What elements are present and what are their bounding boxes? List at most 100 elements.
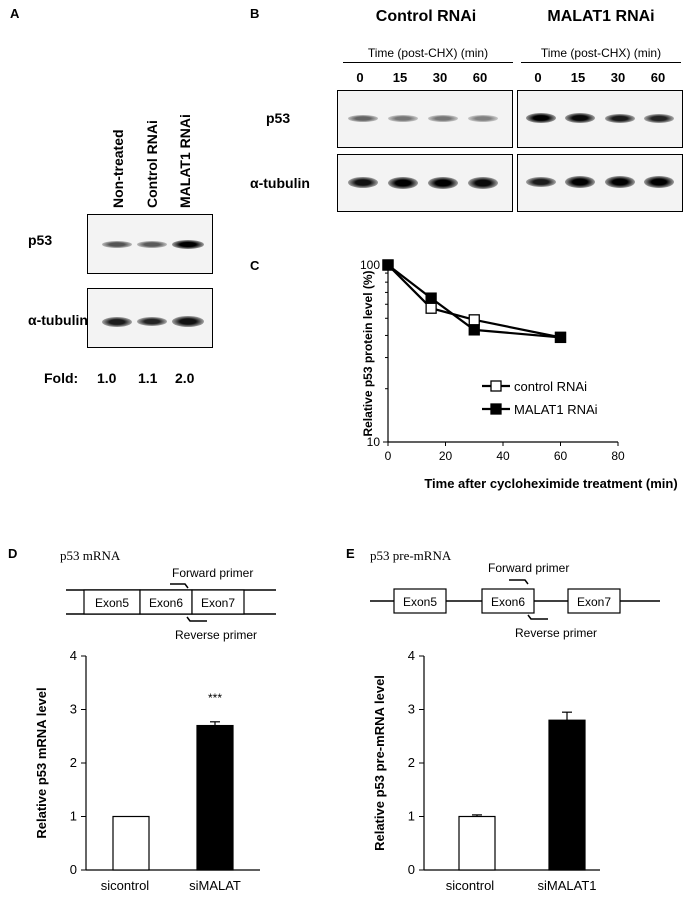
panel-label-a: A xyxy=(10,6,20,21)
group-title-control: Control RNAi xyxy=(375,8,477,25)
forward-primer-arrow xyxy=(170,583,189,589)
exon-box xyxy=(191,589,245,615)
legend-marker xyxy=(490,380,502,392)
blot-b-malat1-tubulin xyxy=(517,154,683,212)
band-b-control-p53 xyxy=(428,115,458,122)
y-tick-label: 100 xyxy=(360,258,380,272)
band-b-malat1-tubulin xyxy=(644,176,674,188)
time-underline-control xyxy=(343,62,513,63)
category-label: sicontrol xyxy=(101,878,150,893)
band-b-control-tubulin xyxy=(348,177,378,188)
y-axis-title: Relative p53 pre-mRNA level xyxy=(372,675,387,851)
band-b-control-p53 xyxy=(348,115,378,122)
forward-primer-arrow xyxy=(509,579,529,585)
blot-a-tubulin xyxy=(87,288,213,348)
y-tick-label: 3 xyxy=(408,702,415,717)
y-axis-title: Relative p53 mRNA level xyxy=(34,687,49,838)
time-tick: 0 xyxy=(356,70,364,85)
band-b-malat1-tubulin xyxy=(565,176,595,188)
fold-value: 2.0 xyxy=(175,370,195,386)
x-tick-label: 20 xyxy=(439,449,453,463)
x-axis-title: Time after cycloheximide treatment (min) xyxy=(424,476,677,491)
band-b-control-tubulin xyxy=(428,177,458,189)
exon-label: Exon7 xyxy=(201,596,235,610)
data-point xyxy=(468,324,480,336)
forward-primer-label: Forward primer xyxy=(488,561,569,575)
legend-marker xyxy=(490,403,502,415)
reverse-primer-label: Reverse primer xyxy=(515,626,597,640)
time-tick: 60 xyxy=(472,70,488,85)
band-b-control-p53 xyxy=(388,115,418,122)
data-point xyxy=(382,259,394,271)
data-point xyxy=(382,259,394,271)
data-point xyxy=(554,331,567,344)
bar xyxy=(548,719,586,871)
time-label-control: Time (post-CHX) (min) xyxy=(367,46,489,60)
band-b-malat1-tubulin xyxy=(605,176,635,188)
panel-label-b: B xyxy=(250,6,260,21)
category-label: sicontrol xyxy=(446,878,495,893)
forward-primer-label: Forward primer xyxy=(172,566,253,580)
reverse-primer-arrow xyxy=(186,616,207,622)
x-tick-label: 0 xyxy=(385,449,392,463)
band-a-tubulin xyxy=(172,316,204,327)
panel-label-c: C xyxy=(250,258,260,273)
blot-a-p53 xyxy=(87,214,213,274)
panel-label-e: E xyxy=(346,546,355,561)
y-tick-label: 2 xyxy=(70,755,77,770)
category-label: siMALAT xyxy=(189,878,241,893)
band-b-control-tubulin xyxy=(388,177,418,189)
exon-label: Exon6 xyxy=(491,595,525,609)
lane-label-non-treated: Non-treated xyxy=(110,129,126,208)
fold-label: Fold: xyxy=(44,370,79,386)
band-a-p53 xyxy=(172,240,204,249)
group-title-malat1: MALAT1 RNAi xyxy=(547,8,655,25)
band-a-tubulin xyxy=(137,317,167,326)
reverse-primer-arrow xyxy=(527,614,548,620)
exon-box xyxy=(481,588,535,614)
exon-box xyxy=(83,589,141,615)
exon-label: Exon7 xyxy=(577,595,611,609)
exon-label: Exon5 xyxy=(95,596,129,610)
x-tick-label: 60 xyxy=(554,449,568,463)
data-point xyxy=(468,314,480,326)
schematic-title-d: p53 mRNA xyxy=(60,548,121,563)
fold-value: 1.0 xyxy=(97,370,117,386)
lane-label-malat1-rnai: MALAT1 RNAi xyxy=(177,114,193,208)
series-line xyxy=(387,264,561,339)
row-label-tubulin-a: α-tubulin xyxy=(28,312,88,328)
x-tick-label: 80 xyxy=(611,449,625,463)
y-tick-label: 0 xyxy=(408,862,415,877)
time-tick: 15 xyxy=(392,70,408,85)
time-tick: 30 xyxy=(432,70,448,85)
time-tick: 30 xyxy=(610,70,626,85)
band-b-malat1-p53 xyxy=(526,113,556,123)
band-b-malat1-p53 xyxy=(605,114,635,123)
schematic-title-e: p53 pre-mRNA xyxy=(370,548,452,563)
time-underline-malat1 xyxy=(521,62,681,63)
legend-label: MALAT1 RNAi xyxy=(514,402,598,417)
band-a-p53 xyxy=(137,241,167,248)
y-tick-label: 10 xyxy=(367,435,381,449)
y-tick-label: 4 xyxy=(70,648,77,663)
time-tick: 60 xyxy=(650,70,666,85)
y-tick-label: 0 xyxy=(70,862,77,877)
blot-b-control-tubulin xyxy=(337,154,513,212)
time-label-malat1: Time (post-CHX) (min) xyxy=(540,46,662,60)
data-point xyxy=(425,292,437,304)
time-tick: 0 xyxy=(534,70,542,85)
band-b-malat1-p53 xyxy=(565,113,595,123)
bar xyxy=(458,815,496,871)
bar xyxy=(112,815,150,871)
category-label: siMALAT1 xyxy=(538,878,597,893)
y-tick-label: 3 xyxy=(70,702,77,717)
band-b-malat1-tubulin xyxy=(526,177,556,187)
blot-b-malat1-p53 xyxy=(517,90,683,148)
fold-value: 1.1 xyxy=(138,370,158,386)
significance-label: *** xyxy=(208,691,222,705)
band-b-control-p53 xyxy=(468,115,498,122)
band-b-control-tubulin xyxy=(468,177,498,189)
series-line xyxy=(387,264,561,339)
data-point xyxy=(425,302,437,314)
y-tick-label: 1 xyxy=(408,809,415,824)
